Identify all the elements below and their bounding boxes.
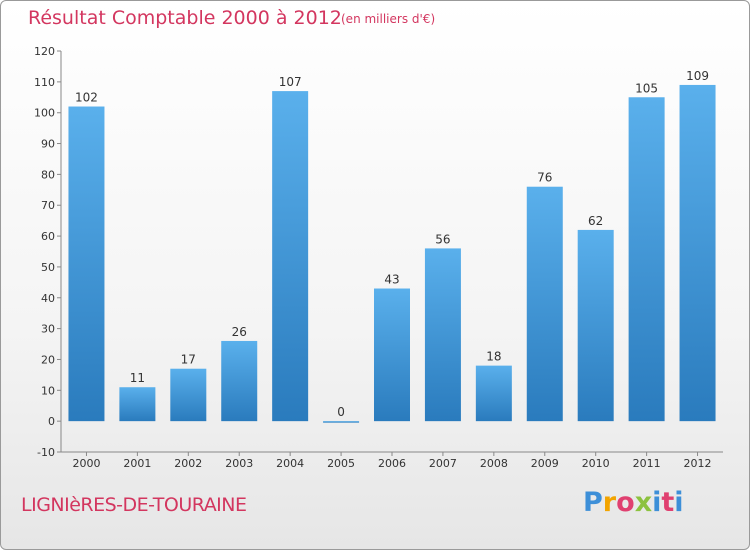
- bar-2004: [272, 91, 309, 422]
- data-label-2011: 105: [635, 81, 658, 95]
- chart-units: (en milliers d'€): [341, 12, 436, 26]
- bars-group: 102 11 17 26 107 0 43 56 18 76 62 105 109: [68, 69, 716, 423]
- x-tick-label-2006: 2006: [378, 457, 406, 470]
- data-label-2006: 43: [384, 273, 399, 287]
- town-name: LIGNIèRES-DE-TOURAINE: [21, 494, 247, 516]
- y-tick-label: 80: [41, 168, 55, 181]
- x-tick-label-2004: 2004: [276, 457, 304, 470]
- x-tick-label-2001: 2001: [123, 457, 151, 470]
- bar-2007: [424, 248, 461, 422]
- data-label-2010: 62: [588, 214, 603, 228]
- y-tick-label: -10: [37, 446, 55, 459]
- x-tick-label-2000: 2000: [72, 457, 100, 470]
- x-tick-label-2010: 2010: [582, 457, 610, 470]
- bar-2011: [628, 97, 665, 422]
- y-tick-label: 120: [34, 45, 55, 58]
- y-tick-label: 20: [41, 353, 55, 366]
- y-tick-label: 30: [41, 323, 55, 336]
- bar-2008: [475, 365, 512, 422]
- y-tick-label: 40: [41, 292, 55, 305]
- data-label-2003: 26: [232, 325, 247, 339]
- y-tick-label: 10: [41, 384, 55, 397]
- y-tick-label: 60: [41, 230, 55, 243]
- y-tick-label: 70: [41, 199, 55, 212]
- data-label-2005: 0: [337, 405, 345, 419]
- bar-2005: [323, 421, 360, 423]
- x-tick-label-2009: 2009: [531, 457, 559, 470]
- data-label-2001: 11: [130, 371, 145, 385]
- x-tick-label-2012: 2012: [684, 457, 712, 470]
- data-label-2007: 56: [435, 232, 450, 246]
- x-tick-label-2007: 2007: [429, 457, 457, 470]
- bar-2001: [119, 387, 156, 422]
- x-tick-label-2005: 2005: [327, 457, 355, 470]
- bar-2002: [170, 368, 207, 422]
- data-label-2004: 107: [279, 75, 302, 89]
- y-tick-label: 110: [34, 76, 55, 89]
- data-label-2000: 102: [75, 91, 98, 105]
- proxiti-logo[interactable]: Proxiti: [583, 487, 684, 518]
- x-tick-label-2008: 2008: [480, 457, 508, 470]
- data-label-2012: 109: [686, 69, 709, 83]
- x-tick-label-2003: 2003: [225, 457, 253, 470]
- x-tick-label-2002: 2002: [174, 457, 202, 470]
- bar-2000: [68, 106, 105, 422]
- data-label-2008: 18: [486, 350, 501, 364]
- y-tick-label: 100: [34, 107, 55, 120]
- bar-2009: [526, 186, 563, 422]
- data-label-2009: 76: [537, 171, 552, 185]
- bar-2003: [221, 340, 258, 422]
- bar-2006: [374, 288, 410, 422]
- chart-title: Résultat Comptable 2000 à 2012: [28, 7, 342, 29]
- x-tick-label-2011: 2011: [633, 457, 661, 470]
- bar-2012: [679, 84, 716, 422]
- y-tick-label: 0: [48, 415, 55, 428]
- y-axis-ticks: -10 0 10 20 30 40 50 60 70 80 90 100 110 120: [34, 45, 61, 459]
- x-axis-ticks: 2000 2001 2002 2003 2004 2005 2006 2007 2008 2009…: [72, 452, 712, 470]
- bar-2010: [577, 229, 614, 422]
- data-label-2002: 17: [181, 353, 196, 367]
- y-tick-label: 90: [41, 138, 55, 151]
- y-tick-label: 50: [41, 261, 55, 274]
